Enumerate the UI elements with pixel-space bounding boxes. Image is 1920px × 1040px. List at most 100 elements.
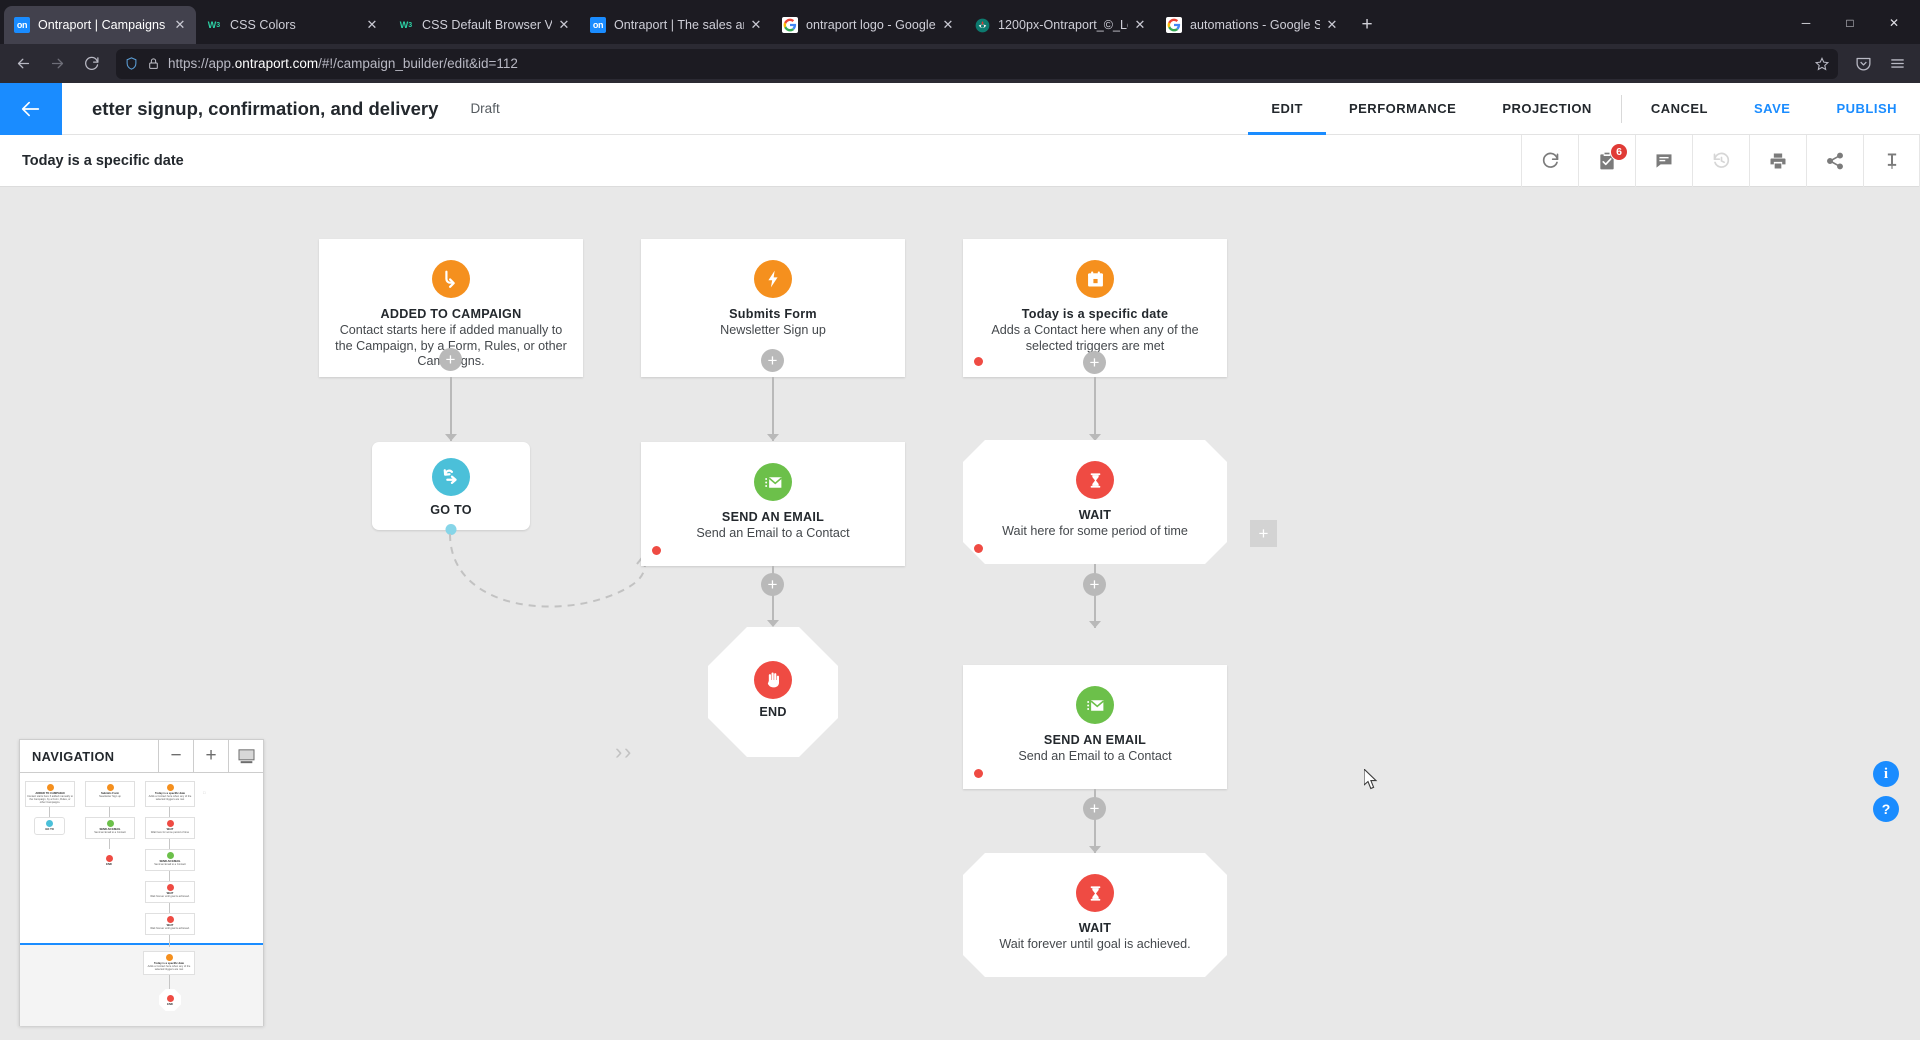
history-icon[interactable] bbox=[1692, 134, 1749, 187]
tab-projection[interactable]: PROJECTION bbox=[1502, 100, 1592, 116]
comment-icon[interactable] bbox=[1635, 134, 1692, 187]
toolbar-buttons: 6 bbox=[1521, 134, 1920, 187]
arrowhead-icon bbox=[767, 434, 779, 441]
help-icon[interactable]: ? bbox=[1873, 796, 1899, 822]
campaign-canvas[interactable]: ADDED TO CAMPAIGN Contact starts here if… bbox=[0, 196, 1920, 1040]
node-wait-2[interactable]: WAIT Wait forever until goal is achieved… bbox=[963, 853, 1227, 977]
minimap-title: NAVIGATION bbox=[32, 748, 115, 764]
stop-hand-icon bbox=[754, 661, 792, 699]
browser-tab-2[interactable]: W3 CSS Default Browser Values for H ✕ bbox=[388, 6, 580, 44]
browser-nav-end bbox=[1846, 49, 1914, 79]
close-icon[interactable]: ✕ bbox=[750, 17, 762, 32]
close-icon[interactable]: ✕ bbox=[174, 17, 186, 32]
tab-performance[interactable]: PERFORMANCE bbox=[1348, 100, 1457, 116]
info-icon[interactable]: i bbox=[1873, 761, 1899, 787]
tab-label: automations - Google Search bbox=[1190, 18, 1320, 32]
minimap-node: SEND AN EMAIL Send an Email to a Contact bbox=[145, 849, 195, 871]
unsaved-indicator bbox=[974, 357, 983, 366]
star-icon[interactable] bbox=[1814, 56, 1830, 72]
tab-label: Ontraport | The sales and marke bbox=[614, 18, 744, 32]
minimap-connector bbox=[169, 807, 170, 817]
arrow-into-email-icon-2: › bbox=[624, 739, 632, 764]
minimap-connector bbox=[169, 839, 170, 849]
pocket-icon[interactable] bbox=[1846, 49, 1880, 79]
node-send-an-email-1[interactable]: SEND AN EMAIL Send an Email to a Contact bbox=[641, 442, 905, 566]
shield-icon[interactable] bbox=[124, 56, 139, 71]
refresh-icon[interactable] bbox=[1521, 134, 1578, 187]
new-tab-button[interactable]: + bbox=[1361, 14, 1373, 35]
minimize-button[interactable]: ─ bbox=[1801, 16, 1811, 30]
image-file-icon bbox=[974, 17, 990, 33]
cancel-button[interactable]: CANCEL bbox=[1650, 100, 1708, 116]
add-trigger-button[interactable]: + bbox=[1250, 520, 1277, 547]
close-icon[interactable]: ✕ bbox=[558, 17, 570, 32]
zoom-in-button[interactable]: + bbox=[193, 740, 228, 772]
node-title: Today is a specific date bbox=[1021, 307, 1169, 321]
print-icon[interactable] bbox=[1749, 134, 1806, 187]
browser-tab-5[interactable]: 1200px-Ontraport_©_Logo.jpg ( ✕ bbox=[964, 6, 1156, 44]
url-bar[interactable]: https://app.ontraport.com/#!/campaign_bu… bbox=[116, 48, 1838, 79]
unsaved-indicator bbox=[652, 546, 661, 555]
minimap-connector bbox=[49, 807, 50, 817]
add-step-button[interactable]: + bbox=[1083, 797, 1106, 820]
tab-label: 1200px-Ontraport_©_Logo.jpg ( bbox=[998, 18, 1128, 32]
hourglass-icon bbox=[1076, 461, 1114, 499]
browser-tab-6[interactable]: automations - Google Search ✕ bbox=[1156, 6, 1348, 44]
arrowhead-icon bbox=[445, 434, 457, 441]
minimap-body[interactable]: ADDED TO CAMPAIGN Contact starts here if … bbox=[20, 773, 263, 1026]
close-icon[interactable]: ✕ bbox=[366, 17, 378, 32]
browser-tab-4[interactable]: ontraport logo - Google Search ✕ bbox=[772, 6, 964, 44]
add-step-button[interactable]: + bbox=[761, 349, 784, 372]
navigation-minimap[interactable]: NAVIGATION − + ADDED TO CAMPAIGN Contact … bbox=[19, 739, 264, 1026]
close-window-button[interactable]: ✕ bbox=[1888, 16, 1900, 30]
maximize-button[interactable]: □ bbox=[1846, 16, 1854, 30]
node-go-to[interactable]: GO TO bbox=[372, 442, 530, 535]
node-description: Adds a Contact here when any of the sele… bbox=[991, 323, 1199, 353]
back-arrow-icon[interactable] bbox=[6, 49, 40, 79]
add-step-button[interactable]: + bbox=[1083, 351, 1106, 374]
close-icon[interactable]: ✕ bbox=[1326, 17, 1338, 32]
goto-loop-connector bbox=[449, 533, 654, 608]
lock-icon[interactable] bbox=[147, 57, 160, 70]
hamburger-menu-icon[interactable] bbox=[1880, 49, 1914, 79]
zoom-out-button[interactable]: − bbox=[158, 740, 193, 772]
save-button[interactable]: SAVE bbox=[1754, 100, 1791, 116]
publish-button[interactable]: PUBLISH bbox=[1836, 100, 1897, 116]
calendar-icon bbox=[1076, 260, 1114, 298]
browser-tab-0[interactable]: on Ontraport | Campaigns ✕ bbox=[4, 6, 196, 44]
forward-arrow-icon[interactable] bbox=[40, 49, 74, 79]
unsaved-indicator bbox=[974, 769, 983, 778]
tasks-checklist-icon[interactable]: 6 bbox=[1578, 134, 1635, 187]
node-wait-1[interactable]: WAIT Wait here for some period of time bbox=[963, 440, 1227, 564]
minimap-node: GO TO bbox=[34, 817, 65, 835]
close-icon[interactable]: ✕ bbox=[1134, 17, 1146, 32]
node-description: Wait here for some period of time bbox=[1002, 524, 1188, 538]
close-icon[interactable]: ✕ bbox=[942, 17, 954, 32]
node-end[interactable]: END bbox=[708, 627, 838, 757]
window-controls: ─ □ ✕ bbox=[1784, 8, 1916, 38]
share-icon[interactable] bbox=[1806, 134, 1863, 187]
arrowhead-icon bbox=[767, 620, 779, 627]
header-nav: EDIT PERFORMANCE PROJECTION CANCEL SAVE … bbox=[1248, 83, 1920, 135]
breadcrumb: Today is a specific date bbox=[22, 152, 184, 169]
node-title: WAIT bbox=[1078, 921, 1112, 935]
browser-navigation-bar: https://app.ontraport.com/#!/campaign_bu… bbox=[0, 44, 1920, 83]
minimap-add-icon: □ bbox=[203, 790, 206, 795]
node-send-an-email-2[interactable]: SEND AN EMAIL Send an Email to a Contact bbox=[963, 665, 1227, 789]
fit-screen-icon[interactable] bbox=[228, 740, 263, 772]
minimap-node: Submits Form Newsletter Sign up bbox=[85, 781, 135, 807]
add-step-button[interactable]: + bbox=[761, 573, 784, 596]
reload-icon[interactable] bbox=[74, 49, 108, 79]
connector-handle[interactable] bbox=[445, 524, 457, 535]
pin-icon[interactable] bbox=[1863, 134, 1920, 187]
app-back-button[interactable] bbox=[0, 82, 62, 135]
node-title: ADDED TO CAMPAIGN bbox=[380, 307, 522, 321]
add-step-button[interactable]: + bbox=[1083, 573, 1106, 596]
add-step-button[interactable]: + bbox=[439, 348, 462, 371]
browser-tab-3[interactable]: on Ontraport | The sales and marke ✕ bbox=[580, 6, 772, 44]
node-title: SEND AN EMAIL bbox=[1043, 733, 1147, 747]
tab-edit[interactable]: EDIT bbox=[1248, 83, 1326, 135]
